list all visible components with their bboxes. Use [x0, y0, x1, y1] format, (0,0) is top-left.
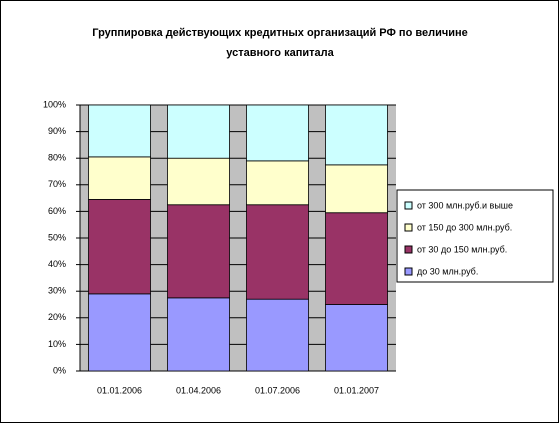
- y-tick-label: 90%: [48, 126, 66, 136]
- y-tick-label: 40%: [48, 259, 66, 269]
- legend-label: до 30 млн.руб.: [417, 266, 478, 276]
- legend-swatch: [404, 245, 413, 254]
- bar-segment: [88, 104, 151, 158]
- y-tick-label: 0%: [53, 365, 66, 375]
- legend-box: [396, 189, 554, 283]
- chart-title: уставного капитала: [226, 47, 334, 59]
- bar-segment: [246, 204, 309, 300]
- bar-segment: [246, 298, 309, 372]
- legend-label: от 150 до 300 млн.руб.: [417, 222, 512, 232]
- x-tick-label: 01.01.2007: [334, 385, 379, 395]
- bar-segment: [167, 297, 230, 372]
- bar-segment: [88, 199, 151, 295]
- chart-title: Группировка действующих кредитных органи…: [92, 27, 468, 39]
- y-tick-label: 80%: [48, 153, 66, 163]
- bar-segment: [325, 212, 388, 305]
- y-tick-label: 20%: [48, 312, 66, 322]
- legend-label: от 30 до 150 млн.руб.: [417, 244, 507, 254]
- y-tick-label: 10%: [48, 339, 66, 349]
- legend-swatch: [404, 267, 413, 276]
- bar-segment: [246, 104, 309, 162]
- legend-swatch: [404, 201, 413, 210]
- legend-swatch: [404, 223, 413, 232]
- x-tick-label: 01.04.2006: [176, 385, 221, 395]
- y-tick-label: 50%: [48, 232, 66, 242]
- x-tick-label: 01.01.2006: [97, 385, 142, 395]
- bar-segment: [88, 156, 151, 200]
- y-tick-label: 30%: [48, 286, 66, 296]
- bar-segment: [167, 104, 230, 159]
- bar-segment: [325, 164, 388, 214]
- legend-label: от 300 млн.руб.и выше: [417, 200, 513, 210]
- y-tick-label: 60%: [48, 206, 66, 216]
- bar-segment: [325, 104, 388, 166]
- y-tick-label: 70%: [48, 179, 66, 189]
- x-tick-label: 01.07.2006: [255, 385, 300, 395]
- bar-segment: [167, 157, 230, 206]
- bar-segment: [167, 204, 230, 299]
- bar-segment: [325, 304, 388, 372]
- bar-segment: [246, 160, 309, 206]
- y-tick-label: 100%: [43, 99, 66, 109]
- bar-segment: [88, 293, 151, 372]
